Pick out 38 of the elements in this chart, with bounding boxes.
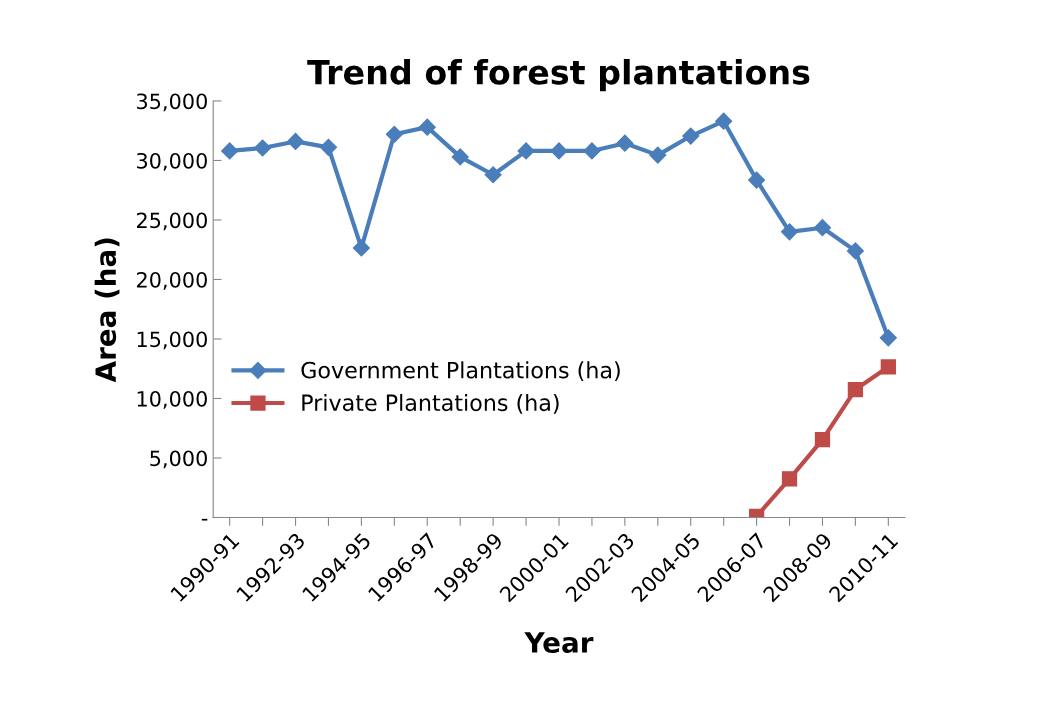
point — [583, 142, 601, 160]
y-tick-label: 5,000 — [150, 450, 207, 469]
point — [813, 219, 832, 237]
y-tick-label: 30,000 — [137, 152, 207, 171]
point — [748, 171, 766, 189]
point — [814, 431, 831, 448]
point — [781, 471, 798, 487]
y-tick-label: 35,000 — [137, 93, 207, 112]
point — [649, 146, 667, 164]
point — [616, 134, 634, 152]
x-axis-title: Year — [524, 632, 594, 653]
point — [484, 166, 502, 184]
point — [682, 127, 700, 145]
legend-label: Government Plantations (ha) — [301, 361, 620, 382]
point — [286, 132, 305, 150]
point — [254, 139, 272, 157]
point — [880, 359, 896, 375]
y-axis-title: Area (ha) — [94, 238, 120, 383]
y-tick-label: 25,000 — [136, 212, 207, 231]
point — [418, 118, 436, 136]
point — [879, 329, 897, 347]
point — [319, 138, 338, 156]
legend-label: Private Plantations (ha) — [302, 393, 559, 414]
point — [517, 142, 535, 160]
point — [550, 142, 568, 160]
point — [385, 125, 403, 143]
point — [221, 142, 239, 160]
point — [451, 148, 469, 166]
y-tick-label: 10,000 — [137, 390, 207, 409]
point — [780, 223, 799, 241]
point — [846, 242, 864, 260]
point — [847, 381, 864, 398]
point — [352, 239, 370, 257]
y-tick-label: 20,000 — [136, 271, 207, 290]
point — [715, 112, 733, 130]
y-tick-label: 15,000 — [137, 331, 207, 350]
y-tick-label: - — [201, 518, 208, 521]
chart-title: Trend of forest plantations — [307, 58, 810, 92]
